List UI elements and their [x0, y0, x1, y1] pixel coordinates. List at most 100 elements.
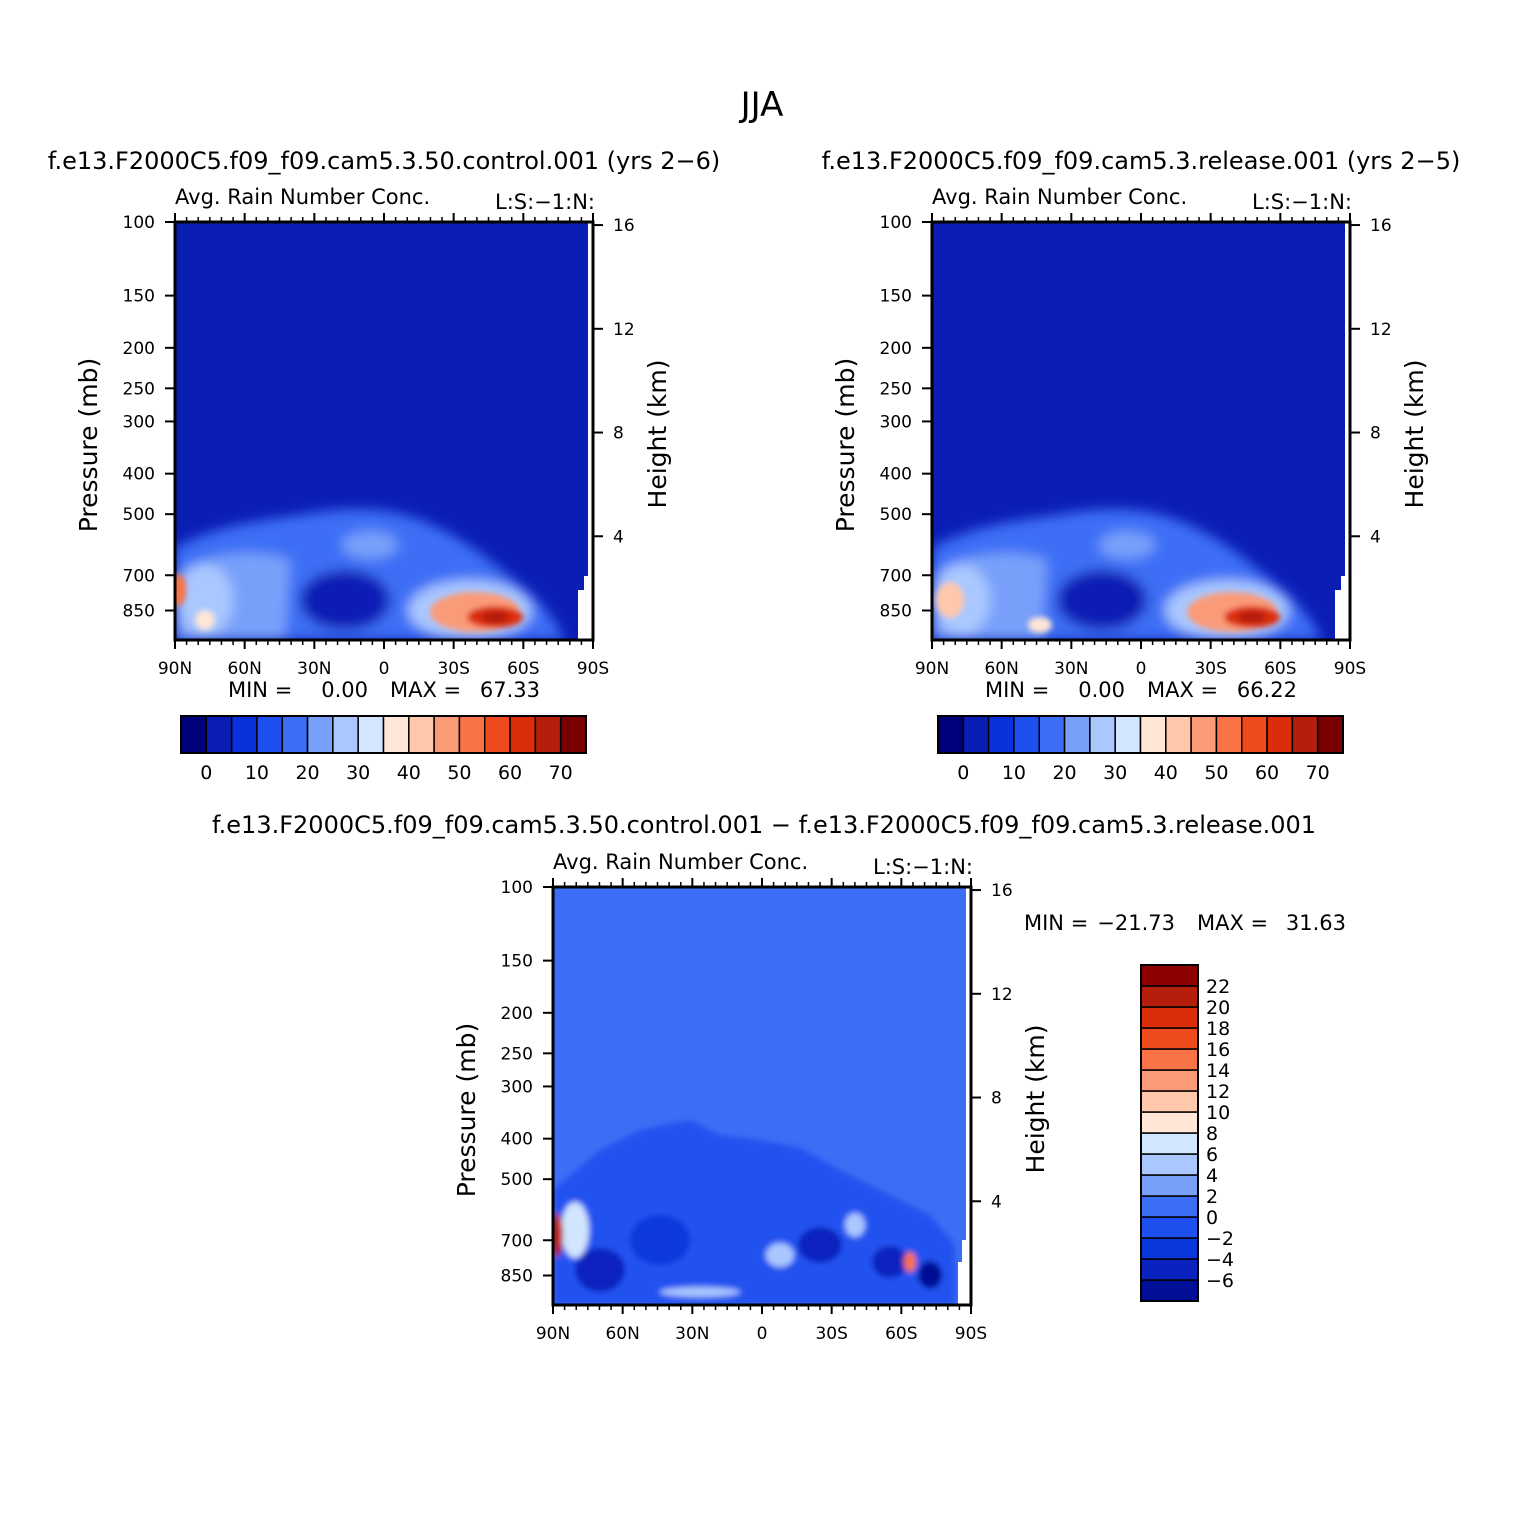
colorbar-box [1140, 964, 1199, 987]
y-right-tick-label: 16 [1370, 216, 1392, 236]
negative-anomaly [798, 1227, 842, 1263]
y-tick-label: 700 [123, 566, 155, 586]
y-right-tick-label: 12 [1370, 320, 1392, 340]
x-tick-label: 30S [1194, 659, 1226, 679]
plot-title-difference: Avg. Rain Number Conc. [553, 850, 808, 874]
axes-difference: 90N 60N 30N 0 30S 60S 90S 100 150 200 250 300 400 500… [452, 878, 1050, 1344]
max-label-control: MAX = [390, 678, 461, 702]
colorbar-tick-label: 70 [549, 762, 573, 784]
max-value-release: 66.22 [1237, 678, 1297, 702]
arctic-rain-light-2 [1028, 617, 1052, 633]
colorbar-box [987, 715, 1015, 754]
colorbar-tick-label: 6 [1206, 1144, 1218, 1166]
x-tick-label: 0 [757, 1324, 768, 1344]
colorbar-box [1316, 715, 1344, 754]
negative-anomaly [630, 1215, 690, 1265]
x-tick-label: 90S [955, 1324, 987, 1344]
x-tick-label: 60S [1264, 659, 1296, 679]
units-label-control: L:S:−1:N: [495, 190, 595, 214]
colorbar-tick-label: 0 [1206, 1207, 1218, 1229]
y-tick-label: 300 [880, 412, 912, 432]
colorbar-box [1038, 715, 1066, 754]
colorbar-tick-label: 50 [447, 762, 471, 784]
x-tick-label: 30N [297, 659, 331, 679]
colorbar-box [1190, 715, 1218, 754]
y-right-tick-label: 12 [613, 320, 635, 340]
colorbar-box [458, 715, 486, 754]
colorbar-box [937, 715, 965, 754]
y-tick-label: 100 [123, 213, 155, 233]
max-value-difference: 31.63 [1286, 911, 1346, 935]
x-tick-label: 0 [379, 659, 390, 679]
x-tick-label: 90S [577, 659, 609, 679]
colorbar-box [382, 715, 410, 754]
negative-anomaly [575, 1248, 625, 1292]
colorbar-box [332, 715, 359, 754]
colorbar-box [357, 715, 385, 754]
min-value-control: 0.00 [321, 678, 368, 702]
colorbar-box [1013, 715, 1040, 754]
colorbar-tick-label: 20 [1052, 762, 1076, 784]
min-value-difference: −21.73 [1097, 911, 1175, 935]
colorbar-tick-label: 10 [1002, 762, 1026, 784]
panel-difference: f.e13.F2000C5.f09_f09.cam5.3.50.control.… [212, 811, 1346, 1344]
y-tick-label: 250 [501, 1044, 533, 1064]
y-tick-label: 500 [501, 1170, 533, 1190]
positive-anomaly [845, 1213, 865, 1237]
axes-control: 90N 60N 30N 0 30S 60S 90S 100 150 200 250 300 400 500… [74, 213, 672, 679]
panel-release: f.e13.F2000C5.f09_f09.cam5.3.release.001… [822, 147, 1461, 784]
y-tick-label: 200 [501, 1004, 533, 1024]
y-tick-label: 150 [880, 287, 912, 307]
colorbar-box [281, 715, 309, 754]
units-label-difference: L:S:−1:N: [873, 855, 973, 879]
field-difference [553, 887, 971, 1305]
y-tick-label: 500 [123, 505, 155, 525]
antarctic-topography-mask [578, 222, 593, 640]
colorbar-frame [1140, 964, 1199, 1302]
positive-anomaly-max [553, 1213, 563, 1257]
colorbar-box [306, 715, 334, 754]
colorbar-box [1063, 715, 1091, 754]
colorbar-box [559, 715, 587, 754]
x-tick-label: 30N [1054, 659, 1088, 679]
y-right-tick-label: 16 [613, 216, 635, 236]
positive-anomaly [766, 1243, 794, 1267]
colorbar-tick-label: 16 [1206, 1039, 1230, 1061]
y-tick-label: 850 [123, 601, 155, 621]
colorbar-box [1140, 1153, 1199, 1176]
y-right-tick-label: 4 [991, 1192, 1002, 1212]
colorbar-tick-label: 10 [1206, 1102, 1230, 1124]
colorbar-box [1114, 715, 1142, 754]
colorbar-tick-label: 2 [1206, 1186, 1218, 1208]
x-tick-label: 60S [507, 659, 539, 679]
negative-anomaly [872, 1246, 908, 1278]
field-control [175, 222, 593, 640]
colorbar-box [1140, 985, 1199, 1008]
positive-anomaly [904, 1252, 916, 1272]
max-label-difference: MAX = [1197, 911, 1268, 935]
y-tick-label: 400 [123, 465, 155, 485]
colorbar-box [509, 715, 537, 754]
y-tick-label: 150 [123, 287, 155, 307]
antarctic-topography-mask [1335, 222, 1350, 640]
x-tick-label: 90N [158, 659, 192, 679]
y-right-axis-label: Height (km) [643, 360, 672, 509]
colorbar-box [205, 715, 233, 754]
colorbar-box [1140, 1069, 1199, 1092]
colorbar-box [1140, 1279, 1199, 1302]
run-title-control: f.e13.F2000C5.f09_f09.cam5.3.50.control.… [48, 147, 721, 175]
x-tick-label: 90N [915, 659, 949, 679]
y-right-tick-label: 4 [1370, 527, 1381, 547]
colorbar-box [1140, 1027, 1199, 1050]
colorbar-tick-label: 12 [1206, 1081, 1230, 1103]
midlat-rain-south-core [1238, 611, 1266, 623]
y-tick-label: 400 [501, 1130, 533, 1150]
positive-anomaly [561, 1202, 589, 1258]
colorbar-tick-label: 60 [498, 762, 522, 784]
arctic-rain-light [936, 582, 964, 618]
negative-anomaly [918, 1261, 942, 1289]
y-axis-label: Pressure (mb) [74, 358, 103, 532]
colorbar-tick-label: 70 [1306, 762, 1330, 784]
colorbar-box [1140, 1216, 1199, 1239]
